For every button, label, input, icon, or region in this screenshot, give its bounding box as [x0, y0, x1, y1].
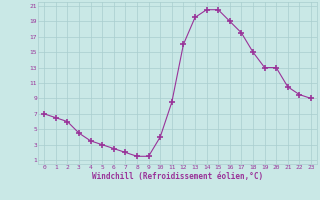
X-axis label: Windchill (Refroidissement éolien,°C): Windchill (Refroidissement éolien,°C)	[92, 172, 263, 181]
